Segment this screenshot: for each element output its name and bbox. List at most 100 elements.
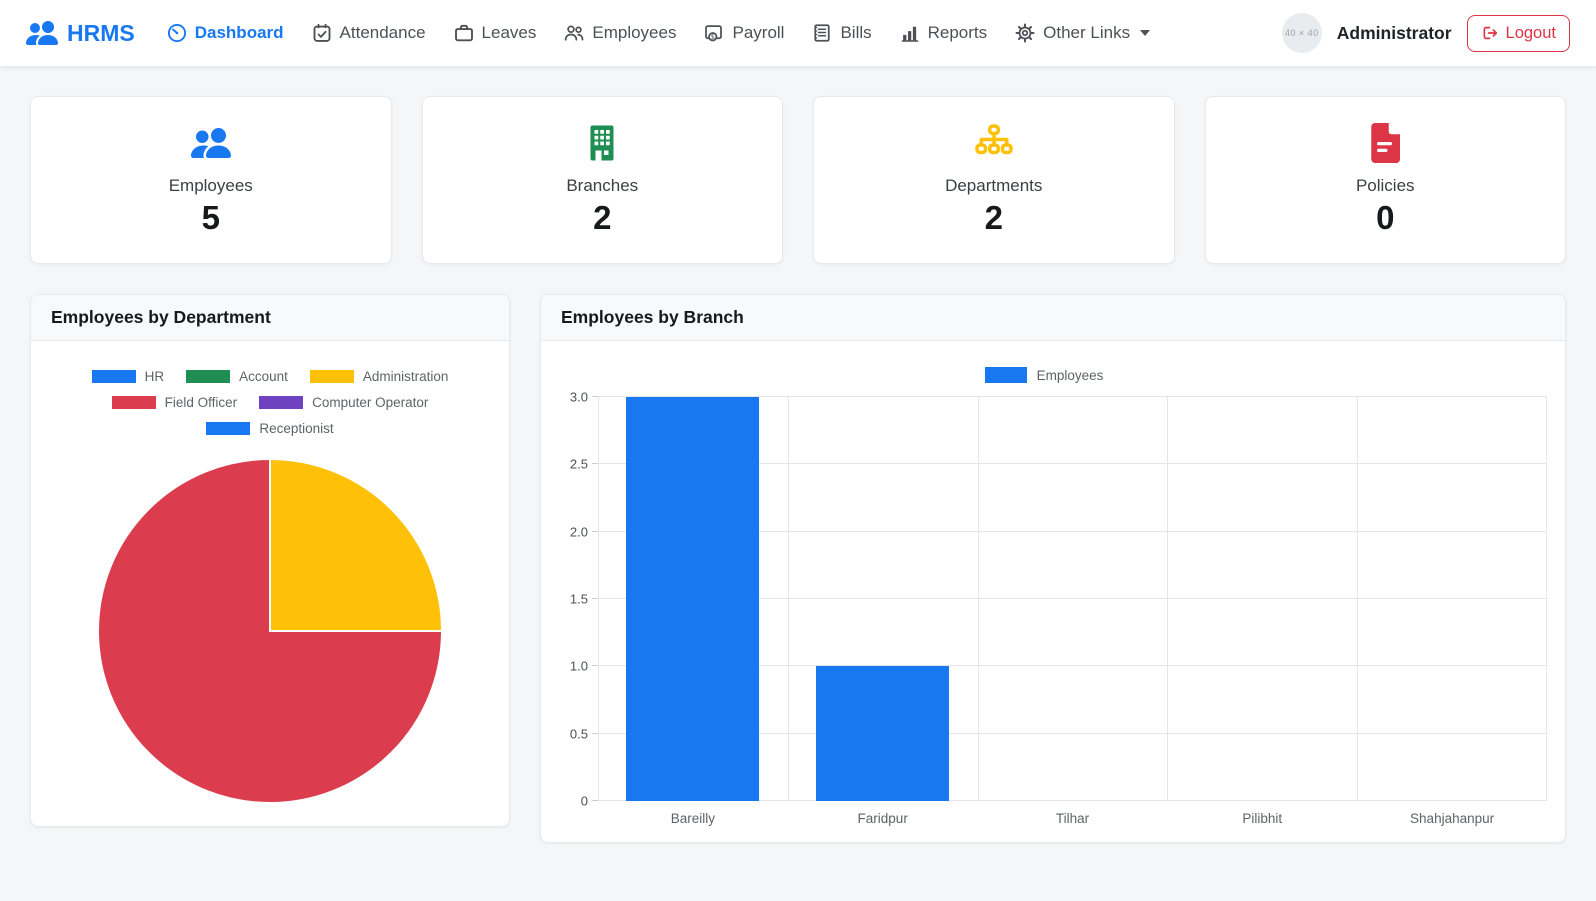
y-tick-label: 1.5 bbox=[569, 591, 588, 607]
branch-y-axis: 0 0.5 1.0 1.5 2.0 2.5 3.0 bbox=[541, 391, 598, 808]
nav-item-leaves[interactable]: Leaves bbox=[454, 23, 537, 43]
legend-label: Computer Operator bbox=[312, 395, 429, 410]
bar-chart-area: 0 0.5 1.0 1.5 2.0 2.5 3.0 bbox=[541, 391, 1547, 808]
stats-row: Employees 5 Branches 2 bbox=[30, 96, 1566, 264]
receipt-icon bbox=[812, 23, 832, 43]
briefcase-icon bbox=[454, 23, 474, 43]
gridline bbox=[592, 530, 1547, 532]
nav-item-attendance[interactable]: Attendance bbox=[312, 23, 426, 43]
stat-card-branches[interactable]: Branches 2 bbox=[421, 96, 783, 264]
stat-card-departments[interactable]: Departments 2 bbox=[813, 96, 1175, 264]
axis-tick bbox=[592, 800, 598, 801]
nav-label: Dashboard bbox=[194, 23, 284, 42]
gridline bbox=[592, 800, 1547, 801]
legend-swatch bbox=[309, 370, 354, 383]
y-tick-label: 3.0 bbox=[569, 389, 588, 405]
chart-title: Employees by Branch bbox=[541, 295, 1565, 341]
column-separator bbox=[598, 397, 599, 801]
people-logo-icon bbox=[26, 17, 58, 49]
stat-value: 2 bbox=[593, 199, 612, 236]
chevron-down-icon bbox=[1140, 30, 1151, 36]
charts-row: Employees by Department HR Account Adminis… bbox=[30, 294, 1566, 843]
column-separator bbox=[977, 397, 979, 801]
people-icon bbox=[564, 23, 584, 43]
logout-label: Logout bbox=[1505, 23, 1556, 42]
cash-coin-icon: $ bbox=[704, 23, 724, 43]
legend-label: Employees bbox=[1036, 367, 1104, 383]
department-chart-body: HR Account Administration Field Officer Comp… bbox=[31, 341, 509, 826]
stat-label: Departments bbox=[945, 176, 1043, 195]
nav-item-payroll[interactable]: $ Payroll bbox=[704, 23, 784, 43]
nav-item-other-links[interactable]: Other Links bbox=[1015, 23, 1151, 43]
branch-chart-body: Employees 0 0.5 1.0 1.5 2.0 2.5 3.0 Bareilly Fa… bbox=[541, 341, 1565, 842]
department-pie-canvas[interactable] bbox=[95, 456, 445, 806]
pie-legend-item: Account bbox=[186, 369, 288, 384]
dashboard-main: Employees 5 Branches 2 bbox=[0, 66, 1596, 873]
y-tick-label: 1.0 bbox=[569, 658, 588, 674]
legend-swatch bbox=[259, 396, 304, 409]
gridline bbox=[592, 396, 1547, 397]
legend-swatch bbox=[186, 370, 231, 383]
branch-bar-plot bbox=[592, 396, 1547, 801]
speedometer-icon bbox=[167, 23, 187, 43]
column-separator bbox=[787, 397, 789, 801]
stat-label: Employees bbox=[168, 176, 253, 195]
box-arrow-right-icon bbox=[1481, 24, 1499, 42]
x-category-label: Bareilly bbox=[670, 811, 716, 826]
nav-label: Bills bbox=[840, 23, 872, 42]
gridline bbox=[592, 665, 1547, 667]
stat-label: Policies bbox=[1355, 176, 1415, 195]
employees-by-department-card: Employees by Department HR Account Adminis… bbox=[30, 294, 510, 827]
bar-bareilly[interactable] bbox=[626, 397, 760, 801]
legend-label: Administration bbox=[362, 369, 449, 384]
y-tick-label: 0.5 bbox=[569, 726, 588, 742]
nav-label: Other Links bbox=[1043, 23, 1131, 42]
building-icon bbox=[582, 123, 622, 163]
legend-swatch bbox=[91, 370, 136, 383]
stat-card-employees[interactable]: Employees 5 bbox=[30, 96, 392, 264]
navbar-right: 40 × 40 Administrator Logout bbox=[1281, 13, 1570, 53]
user-name: Administrator bbox=[1336, 22, 1452, 43]
x-category-label: Pilibhit bbox=[1242, 811, 1283, 826]
brand-label: HRMS bbox=[67, 19, 135, 46]
brand[interactable]: HRMS bbox=[26, 17, 135, 49]
bar-chart-icon bbox=[900, 23, 920, 43]
calendar-check-icon bbox=[312, 23, 332, 43]
branch-x-labels: Bareilly Faridpur Tilhar Pilibhit Shahjahanp… bbox=[598, 811, 1547, 826]
column-separator bbox=[1357, 397, 1359, 801]
stat-card-policies[interactable]: Policies 0 bbox=[1204, 96, 1566, 264]
nav-label: Attendance bbox=[339, 23, 426, 42]
pie-legend-item: Computer Operator bbox=[259, 395, 428, 410]
legend-swatch bbox=[111, 396, 156, 409]
nav-item-reports[interactable]: Reports bbox=[900, 23, 988, 43]
axis-tick bbox=[592, 665, 598, 667]
gridline bbox=[592, 598, 1547, 599]
pie-legend-item: Field Officer bbox=[111, 395, 237, 410]
nav-label: Leaves bbox=[481, 23, 537, 42]
x-category-label: Tilhar bbox=[1055, 811, 1090, 826]
legend-swatch bbox=[984, 367, 1027, 383]
nav-label: Reports bbox=[927, 23, 988, 42]
chart-title: Employees by Department bbox=[31, 295, 509, 341]
nav-item-employees[interactable]: Employees bbox=[564, 23, 676, 43]
x-category-label: Shahjahanpur bbox=[1410, 811, 1495, 826]
axis-tick bbox=[592, 732, 598, 734]
legend-swatch bbox=[206, 422, 251, 435]
bar-faridpur[interactable] bbox=[816, 666, 950, 801]
avatar-placeholder-text: 40 × 40 bbox=[1284, 28, 1319, 38]
stat-value: 0 bbox=[1376, 199, 1395, 236]
gridline bbox=[592, 463, 1547, 465]
nav-item-bills[interactable]: Bills bbox=[812, 23, 872, 43]
column-separator bbox=[1546, 397, 1547, 801]
gear-icon bbox=[1015, 23, 1035, 43]
pie-legend-item: HR bbox=[91, 369, 164, 384]
y-tick-label: 0 bbox=[580, 793, 588, 809]
bar-legend: Employees bbox=[541, 367, 1547, 383]
legend-label: Receptionist bbox=[259, 421, 334, 436]
stat-label: Branches bbox=[566, 176, 639, 195]
logout-button[interactable]: Logout bbox=[1466, 14, 1570, 52]
nav-item-dashboard[interactable]: Dashboard bbox=[167, 23, 284, 43]
avatar: 40 × 40 bbox=[1281, 13, 1322, 53]
x-category-label: Faridpur bbox=[857, 811, 908, 826]
navbar: HRMS Dashboard Attendance bbox=[0, 0, 1596, 66]
